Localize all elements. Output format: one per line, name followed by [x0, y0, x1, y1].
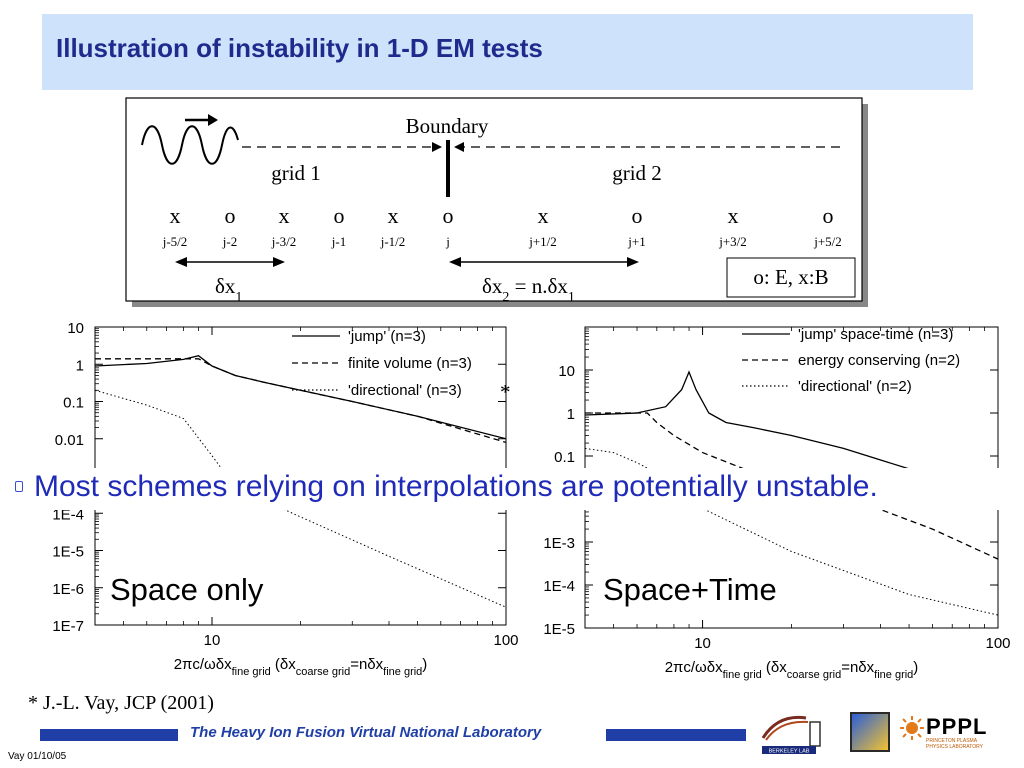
footnote-citation: * J.-L. Vay, JCP (2001): [28, 692, 214, 714]
pppl-logo-text: PPPL: [926, 714, 988, 739]
footer-bar-right: [606, 729, 746, 741]
dx2-label: δx2 = n.δx1: [482, 274, 575, 305]
grid-marker: x: [388, 203, 399, 228]
legend-box: [726, 257, 856, 298]
wave-icon: [141, 125, 239, 165]
series-line: [95, 358, 506, 444]
boundary-arrow-right-icon: [432, 142, 442, 152]
grid-marker: x: [538, 203, 549, 228]
conclusion-banner: Most schemes relying on interpolations a…: [0, 468, 1024, 510]
dx2-arrow-right-icon: [627, 257, 639, 267]
pppl-logo-subtitle: PRINCETON PLASMA PHYSICS LABORATORY: [926, 738, 983, 750]
pppl-sun-icon: [900, 716, 924, 740]
y-tick-label: 1E-7: [52, 618, 84, 635]
grid-index-label: j+5/2: [813, 234, 842, 249]
legend-label: 'directional' (n=3): [348, 382, 462, 399]
hif-logo: [850, 712, 890, 752]
legend-footnote-marker: *: [500, 380, 511, 404]
svg-text:BERKELEY LAB: BERKELEY LAB: [769, 749, 810, 755]
panel-label-space-time: Space+Time: [603, 572, 777, 607]
y-tick-label: 1: [567, 406, 575, 423]
legend-box-text: o: E, x:B: [753, 265, 828, 289]
y-tick-label: 0.01: [55, 432, 84, 449]
series-line: [585, 370, 998, 500]
grid1-label: grid 1: [271, 161, 321, 185]
grid-marker: o: [225, 203, 236, 228]
x-tick-label: 10: [694, 635, 711, 652]
y-tick-label: 10: [67, 320, 84, 337]
grid2-label: grid 2: [612, 161, 662, 185]
x-tick-label: 100: [985, 635, 1010, 652]
grid-index-label: j-3/2: [271, 234, 297, 249]
legend-label: 'jump' space-time (n=3): [798, 326, 953, 343]
dx2-arrow-left-icon: [449, 257, 461, 267]
y-tick-label: 1E-3: [543, 535, 575, 552]
y-tick-label: 1E-5: [52, 544, 84, 561]
x-axis-label: 2πc/ωδxfine grid (δxcoarse grid=nδxfine …: [174, 656, 428, 678]
grid-marker: o: [632, 203, 643, 228]
panel-label-space-only: Space only: [110, 572, 264, 607]
y-tick-label: 1E-4: [543, 578, 575, 595]
series-line: [585, 412, 998, 560]
slide-title: Illustration of instability in 1-D EM te…: [56, 33, 543, 63]
x-tick-label: 100: [493, 632, 518, 649]
berkeley-lab-logo: BERKELEY LAB: [761, 715, 821, 755]
grid-index-label: j-5/2: [162, 234, 188, 249]
y-tick-label: 10: [558, 363, 575, 380]
dx1-label: δx1: [215, 274, 242, 305]
y-tick-label: 0.1: [63, 395, 84, 412]
legend-label: 'jump' (n=3): [348, 328, 426, 345]
grid-marker: o: [443, 203, 454, 228]
series-line: [95, 389, 506, 608]
legend-label: finite volume (n=3): [348, 355, 472, 372]
y-tick-label: 0.1: [554, 449, 575, 466]
grid-marker: x: [170, 203, 181, 228]
series-line: [585, 447, 998, 616]
grid-marker: o: [823, 203, 834, 228]
dx1-arrow-right-icon: [273, 257, 285, 267]
footer-date: Vay 01/10/05: [8, 751, 67, 762]
grid-indices: j-5/2 j-2 j-3/2 j-1 j-1/2 j j+1/2 j+1 j+3/2 j+5/2: [162, 234, 842, 249]
grid-index-label: j+1/2: [528, 234, 557, 249]
boundary-label: Boundary: [406, 114, 489, 138]
grid-index-label: j-1/2: [380, 234, 406, 249]
grid-index-label: j+1: [627, 234, 645, 249]
grid-index-label: j-2: [222, 234, 237, 249]
legend-label: 'directional' (n=2): [798, 378, 912, 395]
dx1-arrow-left-icon: [175, 257, 187, 267]
y-tick-label: 1E-4: [52, 506, 84, 523]
footer-bar-left: [40, 729, 178, 741]
bullet-icon: [15, 481, 23, 492]
conclusion-text: Most schemes relying on interpolations a…: [34, 470, 878, 503]
y-tick-label: 1: [76, 357, 84, 374]
grid-index-label: j: [445, 234, 450, 249]
wave-arrow-head-icon: [208, 114, 218, 126]
boundary-arrow-left-icon: [454, 142, 464, 152]
grid-marker: o: [334, 203, 345, 228]
footer-lab-name: The Heavy Ion Fusion Virtual National La…: [190, 724, 542, 741]
legend-label: energy conserving (n=2): [798, 352, 960, 369]
x-tick-label: 10: [204, 632, 221, 649]
chart-space-time: 10 1 0.1 1E-3 1E-4 1E-5 10 100 'jump' space-time…: [543, 326, 1010, 681]
x-axis-label: 2πc/ωδxfine grid (δxcoarse grid=nδxfine …: [665, 659, 919, 681]
grid-index-label: j+3/2: [718, 234, 747, 249]
title-bar: Illustration of instability in 1-D EM te…: [42, 14, 973, 90]
y-tick-label: 1E-6: [52, 581, 84, 598]
grid-marker: x: [728, 203, 739, 228]
y-tick-label: 1E-5: [543, 621, 575, 638]
chart-space-only: 10 1 0.1 0.01 1E-4 1E-5 1E-6 1E-7 10 100 'jump' (n…: [52, 320, 518, 678]
grid-index-label: j-1: [331, 234, 346, 249]
grid-marker: x: [279, 203, 290, 228]
